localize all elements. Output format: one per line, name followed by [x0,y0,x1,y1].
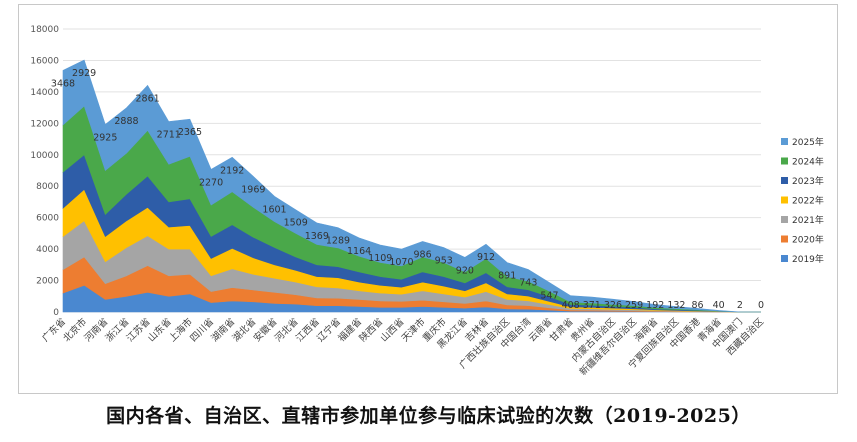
y-tick-label: 16000 [30,56,59,66]
y-tick-label: 6000 [36,214,59,224]
y-tick-label: 14000 [30,88,59,98]
legend-swatch [781,216,788,223]
data-label: 953 [435,255,453,266]
legend-label: 2021年 [792,214,824,226]
y-tick-label: 4000 [36,245,59,255]
legend-label: 2022年 [792,195,824,207]
data-label: 1969 [241,184,265,195]
data-label: 326 [604,300,622,311]
data-label: 1369 [305,231,329,242]
legend-swatch [781,235,788,243]
y-tick-label: 8000 [36,182,59,192]
legend-swatch [781,177,788,184]
data-label: 1601 [262,204,286,215]
data-labels: 3468292929252888286127112365227021921969… [51,68,764,311]
y-axis-ticks: 0 2000 4000 6000 8000 10000 12000 14000 16000 180… [30,25,59,318]
data-label: 40 [713,300,725,311]
legend-swatch [781,196,788,204]
legend-label: 2024年 [792,156,824,168]
data-label: 2270 [199,177,223,188]
data-label: 1109 [368,253,392,264]
y-tick-label: 2000 [36,277,59,287]
legend-swatch [781,138,788,145]
y-tick-label: 18000 [30,25,59,35]
data-label: 2192 [220,165,244,176]
data-label: 1289 [326,236,350,247]
data-label: 547 [540,291,558,302]
legend-swatch [781,255,788,262]
stacked-area-chart: 0 2000 4000 6000 8000 10000 12000 14000 16000 180… [30,25,824,378]
data-label: 2365 [178,127,202,138]
data-label: 3468 [51,78,75,89]
data-label: 2888 [114,116,138,127]
area-series-7 [62,59,762,313]
data-label: 0 [758,300,764,311]
data-label: 371 [583,300,601,311]
y-tick-label: 10000 [30,151,59,161]
data-label: 920 [456,265,474,276]
data-label: 132 [667,300,685,311]
data-label: 2 [737,300,743,311]
data-label: 2929 [72,68,96,79]
legend-label: 2023年 [792,175,824,187]
data-label: 2925 [93,133,117,144]
legend-label: 2019年 [792,253,824,265]
data-label: 86 [691,300,703,311]
legend: 2025年 2024年 2023年 2022年 2021年 2020年 2019年 [781,136,824,265]
y-tick-label: 12000 [30,119,59,129]
chart-frame: 0 2000 4000 6000 8000 10000 12000 14000 16000 180… [18,4,838,394]
data-label: 743 [519,278,537,289]
data-label: 2711 [157,130,181,141]
y-tick-label: 0 [53,308,59,318]
data-label: 192 [646,300,664,311]
data-label: 986 [414,249,432,260]
legend-label: 2025年 [792,136,824,148]
data-label: 1164 [347,246,371,257]
legend-swatch [781,157,788,165]
data-label: 912 [477,252,495,263]
data-label: 259 [625,300,643,311]
area-series [62,59,762,313]
data-label: 2861 [136,93,160,104]
legend-label: 2020年 [792,234,824,246]
x-axis-ticks: 广东省北京市河南省浙江省江苏省山东省上海市四川省湖南省湖北省安徽省河北省江西省辽… [39,315,766,378]
data-label: 1509 [284,218,308,229]
data-label: 891 [498,271,516,282]
chart-caption: 国内各省、自治区、直辖市参加单位参与临床试验的次数（2019-2025） [106,405,751,427]
data-label: 408 [562,300,580,311]
data-label: 1070 [389,257,413,268]
